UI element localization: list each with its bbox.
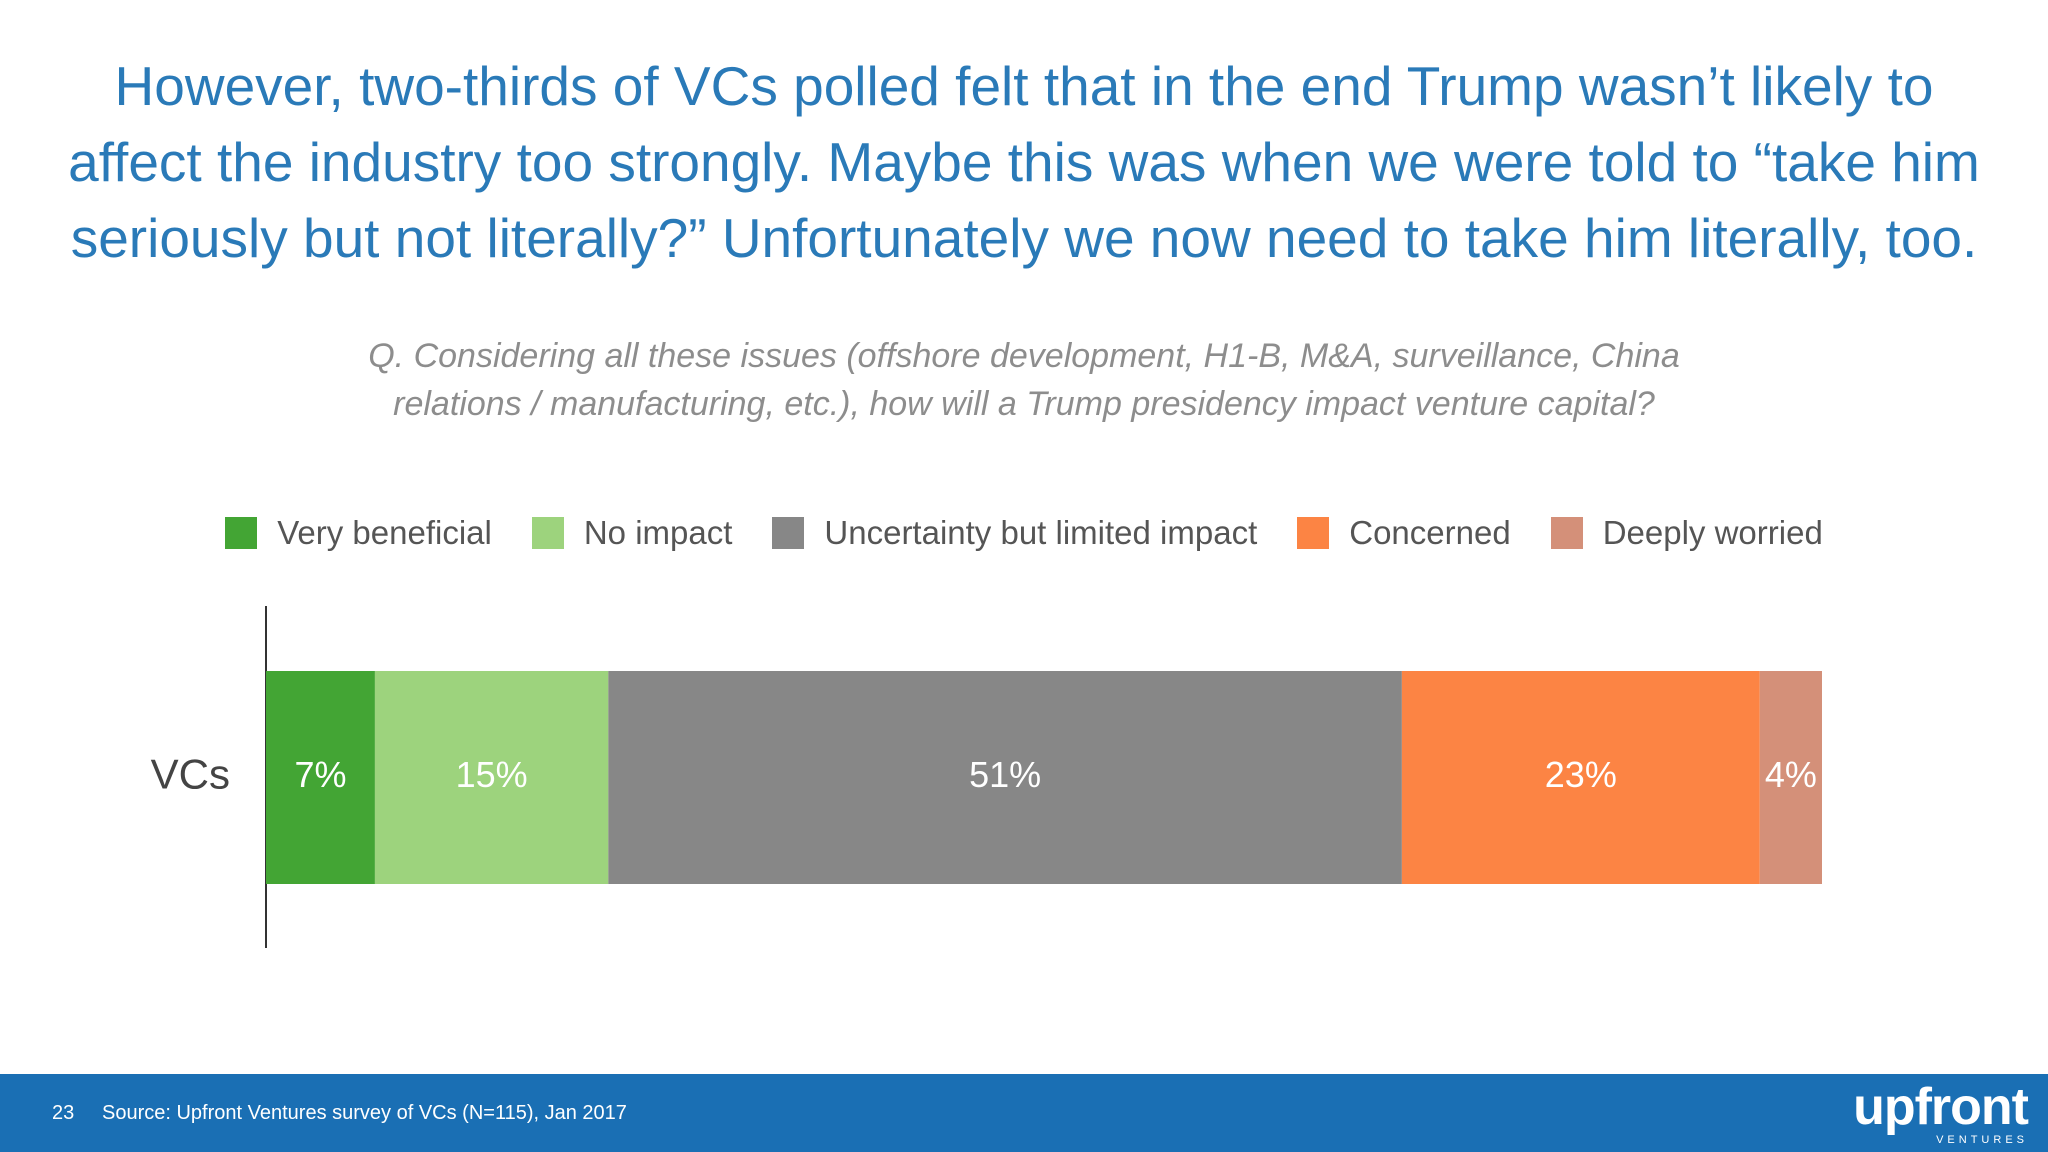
category-label: VCs xyxy=(151,751,230,798)
legend-swatch xyxy=(225,517,258,549)
legend-item-very-beneficial: Very beneficial xyxy=(225,514,492,552)
data-label-deeply-worried: 4% xyxy=(1765,754,1817,795)
legend-label: Uncertainty but limited impact xyxy=(824,514,1258,551)
survey-question: Q. Considering all these issues (offshor… xyxy=(200,332,1848,428)
headline-line-1: However, two-thirds of VCs polled felt t… xyxy=(114,55,1934,117)
legend-label: Very beneficial xyxy=(277,514,492,551)
bar-segment-concerned xyxy=(1401,671,1760,884)
data-label-concerned: 23% xyxy=(1545,754,1617,795)
headline-line-3: seriously but not literally?” Unfortunat… xyxy=(70,207,1978,269)
headline-line-2: affect the industry too strongly. Maybe … xyxy=(68,131,1980,193)
bar-segment-uncertainty-but-limited-impact xyxy=(608,671,1402,884)
legend-label: Concerned xyxy=(1349,514,1511,551)
data-label-very-beneficial: 7% xyxy=(294,754,346,795)
legend-item-uncertainty-but-limited-impact: Uncertainty but limited impact xyxy=(772,514,1257,552)
logo-subtitle: VENTURES xyxy=(1936,1134,2028,1146)
legend-label: No impact xyxy=(583,514,733,551)
survey-question-line-1: Q. Considering all these issues (offshor… xyxy=(368,337,1680,375)
legend-label: Deeply worried xyxy=(1602,514,1823,551)
logo-wordmark: upfront xyxy=(1853,1078,2029,1136)
legend-swatch xyxy=(772,517,805,549)
source-note: Source: Upfront Ventures survey of VCs (… xyxy=(102,1102,627,1124)
bar-segment-very-beneficial xyxy=(266,671,375,884)
page-number: 23 xyxy=(52,1102,75,1124)
legend-item-concerned: Concerned xyxy=(1297,514,1511,552)
legend-swatch xyxy=(531,517,564,549)
footer-bar: 23 Source: Upfront Ventures survey of VC… xyxy=(0,1074,2048,1152)
survey-question-line-2: relations / manufacturing, etc.), how wi… xyxy=(393,385,1655,423)
stacked-bar-chart: VCs 7% 15% 51% 23% 4% xyxy=(151,606,1822,948)
upfront-logo: upfront VENTURES xyxy=(1853,1078,2029,1146)
chart-legend: Very beneficial No impact Uncertainty but … xyxy=(0,514,2048,552)
data-label-uncertainty-but-limited-impact: 51% xyxy=(969,754,1041,795)
bar-segment-deeply-worried xyxy=(1759,671,1822,884)
bar-segment-no-impact xyxy=(374,671,609,884)
headline: However, two-thirds of VCs polled felt t… xyxy=(30,48,2018,276)
legend-item-no-impact: No impact xyxy=(531,514,733,552)
legend-item-deeply-worried: Deeply worried xyxy=(1550,514,1823,552)
data-label-no-impact: 15% xyxy=(456,754,528,795)
legend-swatch xyxy=(1550,517,1583,549)
legend-swatch xyxy=(1297,517,1330,549)
